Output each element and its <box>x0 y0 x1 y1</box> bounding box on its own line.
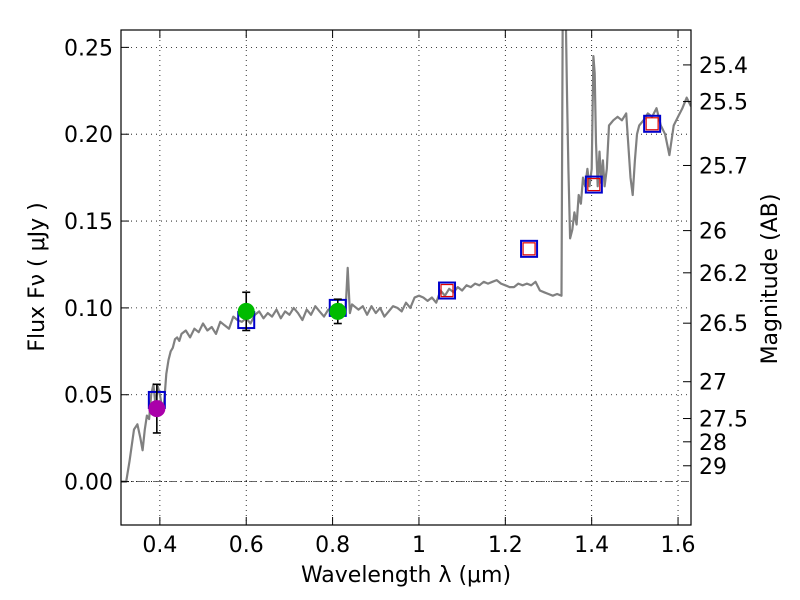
observed-flux-point <box>237 302 255 320</box>
data-series <box>121 30 691 483</box>
x-tick-label: 1.2 <box>488 533 523 558</box>
x-tick-label: 0.6 <box>229 533 264 558</box>
right-tick-label: 27.5 <box>699 408 748 433</box>
right-tick-label: 26 <box>699 220 727 245</box>
x-tick-label: 0.8 <box>315 533 350 558</box>
x-tick-label: 1.4 <box>574 533 609 558</box>
observed-flux-point <box>329 302 347 320</box>
y-axis-label: Flux Fν ( μJy ) <box>25 202 50 351</box>
right-tick-label: 28 <box>699 431 727 456</box>
y-tick-label: 0.20 <box>64 123 113 148</box>
y-tick-label: 0.25 <box>64 36 113 61</box>
observed-flux-point <box>148 400 166 418</box>
photometry-detail-square <box>587 177 601 192</box>
grid-lines <box>121 30 691 525</box>
y-tick-label: 0.05 <box>64 384 113 409</box>
x-axis-label: Wavelength λ (μm) <box>301 563 511 588</box>
photometry-detail-square <box>440 283 454 298</box>
photometry-detail-square <box>522 242 536 256</box>
model-photometry-square <box>643 114 662 133</box>
right-tick-label: 26.2 <box>699 262 748 287</box>
right-tick-label: 25.4 <box>699 54 748 79</box>
x-tick-label: 1.6 <box>661 533 696 558</box>
plot-frame <box>120 29 692 526</box>
x-tick-label: 0.4 <box>142 533 177 558</box>
plot-area <box>121 30 691 525</box>
photometry-detail-square <box>645 117 659 131</box>
y-tick-label: 0.00 <box>64 471 113 496</box>
right-tick-label: 25.7 <box>699 154 748 179</box>
right-tick-label: 29 <box>699 455 727 480</box>
right-axis-label: Magnitude (AB) <box>758 194 783 365</box>
axis-ticks: 0.4 0.6 0.8 1 1.2 1.4 1.6 0.00 0.05 0.10 0.15 0.20 0… <box>64 30 748 558</box>
spectrum-line <box>121 30 691 483</box>
model-photometry-square <box>584 175 603 194</box>
right-tick-label: 25.5 <box>699 91 748 116</box>
model-photometry-square <box>438 281 457 300</box>
model-photometry-square <box>520 239 539 258</box>
x-tick-label: 1 <box>412 533 426 558</box>
right-tick-label: 26.5 <box>699 312 748 337</box>
series-group <box>121 30 691 483</box>
y-tick-label: 0.10 <box>64 297 113 322</box>
right-tick-label: 27 <box>699 371 727 396</box>
y-tick-label: 0.15 <box>64 210 113 235</box>
